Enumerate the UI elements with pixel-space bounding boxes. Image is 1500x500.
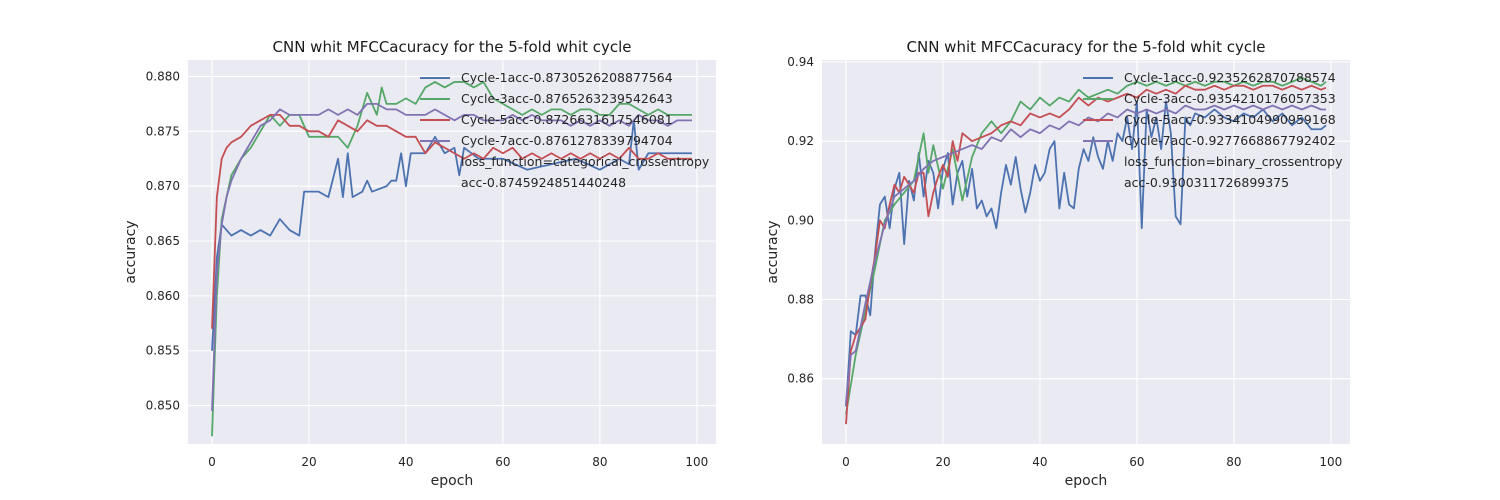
left-legend-label-cycle-5: Cycle-5acc-0.8726631617546081 bbox=[461, 112, 673, 127]
right-y-tick-label: 0.88 bbox=[787, 293, 814, 307]
left-y-tick-label: 0.860 bbox=[146, 289, 180, 303]
left-y-tick-label: 0.865 bbox=[146, 234, 180, 248]
right-x-axis-label: epoch bbox=[1065, 473, 1108, 489]
left-y-tick-label: 0.875 bbox=[146, 124, 180, 138]
left-legend-loss-function: loss_function=categorical_crossentropy bbox=[461, 154, 710, 169]
left-x-axis-label: epoch bbox=[431, 473, 474, 489]
right-legend-mean-acc: acc-0.9300311726899375 bbox=[1124, 175, 1289, 190]
right-chart-title: CNN whit MFCCacuracy for the 5-fold whit… bbox=[907, 38, 1266, 56]
left-y-tick-label: 0.850 bbox=[146, 399, 180, 413]
left-legend-label-cycle-1: Cycle-1acc-0.8730526208877564 bbox=[461, 70, 673, 85]
left-y-tick-label: 0.855 bbox=[146, 344, 180, 358]
right-series-line-3 bbox=[845, 76, 1327, 415]
left-x-tick-label: 60 bbox=[495, 455, 510, 469]
right-plot-area bbox=[822, 60, 1350, 444]
left-y-axis-label: accuracy bbox=[123, 220, 139, 283]
left-series-line-1 bbox=[211, 119, 692, 351]
right-gridlines bbox=[822, 60, 1350, 444]
right-x-tick-label: 40 bbox=[1032, 455, 1047, 469]
left-x-tick-label: 80 bbox=[592, 455, 607, 469]
left-x-tick-label: 40 bbox=[398, 455, 413, 469]
right-legend-label-cycle-5: Cycle-5acc-0.9334104990959168 bbox=[1124, 112, 1336, 127]
left-ticks: 0 20 40 60 80 100 0.850 0.855 0.860 0.865 0.870 0.8… bbox=[146, 69, 709, 469]
right-legend-loss-function: loss_function=binary_crossentropy bbox=[1124, 154, 1343, 169]
right-y-axis-label: accuracy bbox=[765, 220, 781, 283]
left-x-tick-label: 0 bbox=[208, 455, 216, 469]
left-legend-label-cycle-3: Cycle-3acc-0.8765263239542643 bbox=[461, 91, 673, 106]
left-chart: 0 20 40 60 80 100 0.850 0.855 0.860 0.865 0.870 0.8… bbox=[123, 38, 716, 489]
right-x-tick-label: 0 bbox=[842, 455, 850, 469]
right-chart: 0 20 40 60 80 100 0.86 0.88 0.90 0.92 0.94 CNN whi… bbox=[765, 38, 1350, 489]
right-x-tick-label: 60 bbox=[1129, 455, 1144, 469]
right-x-tick-label: 20 bbox=[935, 455, 950, 469]
right-legend-label-cycle-1: Cycle-1acc-0.9235262870788574 bbox=[1124, 70, 1336, 85]
right-y-tick-label: 0.86 bbox=[787, 372, 814, 386]
left-series-line-7 bbox=[211, 102, 692, 412]
right-series-line-5 bbox=[845, 84, 1327, 425]
left-series-line-5 bbox=[211, 113, 692, 329]
right-x-tick-label: 80 bbox=[1226, 455, 1241, 469]
right-y-tick-label: 0.92 bbox=[787, 134, 814, 148]
right-x-tick-label: 100 bbox=[1319, 455, 1342, 469]
left-legend-mean-acc: acc-0.8745924851440248 bbox=[461, 175, 626, 190]
left-series-layer bbox=[211, 81, 692, 437]
left-legend: Cycle-1acc-0.8730526208877564 Cycle-3acc… bbox=[420, 70, 710, 190]
right-y-tick-label: 0.94 bbox=[787, 55, 814, 69]
left-plot-area bbox=[188, 60, 716, 444]
left-gridlines bbox=[188, 60, 716, 444]
left-y-tick-label: 0.880 bbox=[146, 69, 180, 83]
right-legend-label-cycle-7: Cycle-7acc-0.9277668867792402 bbox=[1124, 133, 1336, 148]
right-legend-label-cycle-3: Cycle-3acc-0.9354210176057353 bbox=[1124, 91, 1336, 106]
left-y-tick-label: 0.870 bbox=[146, 179, 180, 193]
right-legend: Cycle-1acc-0.9235262870788574 Cycle-3acc… bbox=[1083, 70, 1343, 190]
left-x-tick-label: 100 bbox=[685, 455, 708, 469]
left-x-tick-label: 20 bbox=[301, 455, 316, 469]
right-y-tick-label: 0.90 bbox=[787, 213, 814, 227]
right-ticks: 0 20 40 60 80 100 0.86 0.88 0.90 0.92 0.94 bbox=[787, 55, 1342, 469]
left-legend-label-cycle-7: Cycle-7acc-0.8761278339794704 bbox=[461, 133, 673, 148]
left-chart-title: CNN whit MFCCacuracy for the 5-fold whit… bbox=[273, 38, 632, 56]
right-series-line-1 bbox=[845, 100, 1327, 407]
